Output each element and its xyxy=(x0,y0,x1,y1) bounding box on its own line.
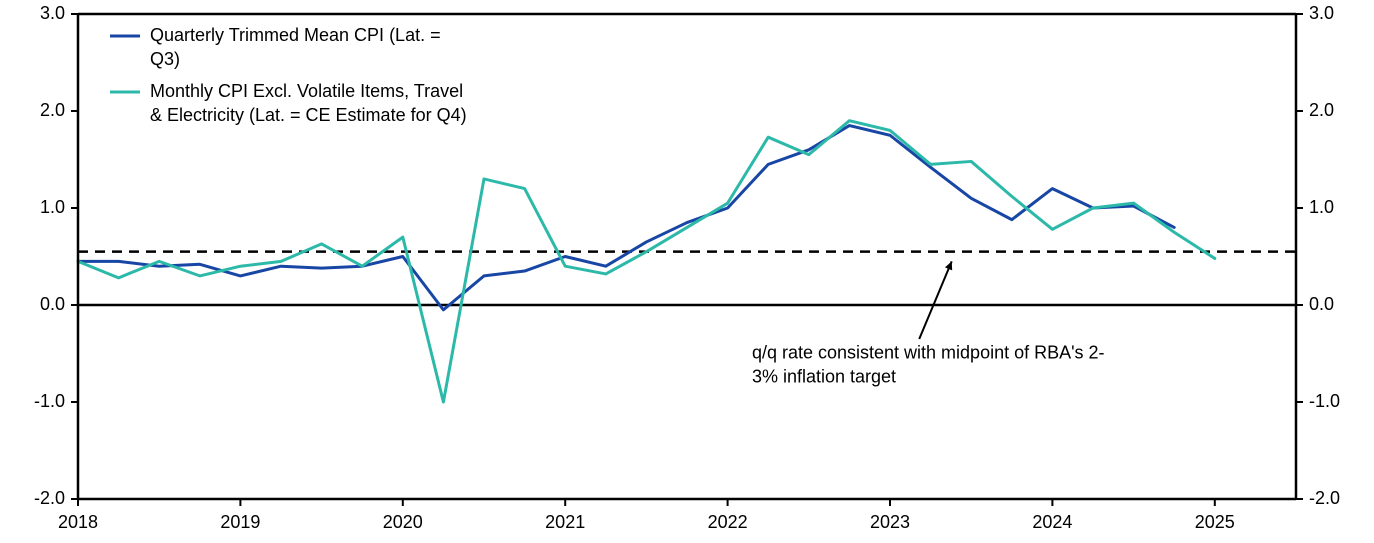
chart-svg: -2.0 -2.0 -1.0 -1.0 0.0 0.0 1.0 1.0 2.0 2.0 3.0 3.0… xyxy=(0,0,1374,543)
x-tick-label: 2018 xyxy=(58,512,98,532)
y-tick-label-right: -1.0 xyxy=(1309,391,1340,411)
legend-label-monthly_excl-line2: & Electricity (Lat. = CE Estimate for Q4… xyxy=(150,105,467,125)
y-tick-label-left: 0.0 xyxy=(40,294,65,314)
legend-label-monthly_excl-line1: Monthly CPI Excl. Volatile Items, Travel xyxy=(150,81,463,101)
x-tick-label: 2021 xyxy=(545,512,585,532)
x-tick-label: 2024 xyxy=(1032,512,1072,532)
annotation-arrow-line xyxy=(919,261,951,339)
y-tick-label-right: 2.0 xyxy=(1309,100,1334,120)
annotation-text-line1: q/q rate consistent with midpoint of RBA… xyxy=(752,342,1105,362)
legend-label-trimmed_mean-line2: Q3) xyxy=(150,49,180,69)
y-tick-label-left: -1.0 xyxy=(34,391,65,411)
y-tick-label-right: -2.0 xyxy=(1309,488,1340,508)
x-tick-label: 2019 xyxy=(220,512,260,532)
y-tick-label-left: 1.0 xyxy=(40,197,65,217)
series-trimmed_mean xyxy=(78,126,1174,310)
x-tick-label: 2020 xyxy=(383,512,423,532)
y-tick-label-right: 3.0 xyxy=(1309,3,1334,23)
y-tick-label-left: 2.0 xyxy=(40,100,65,120)
x-tick-label: 2022 xyxy=(708,512,748,532)
y-tick-label-right: 0.0 xyxy=(1309,294,1334,314)
y-tick-label-left: 3.0 xyxy=(40,3,65,23)
x-tick-label: 2023 xyxy=(870,512,910,532)
cpi-line-chart: -2.0 -2.0 -1.0 -1.0 0.0 0.0 1.0 1.0 2.0 2.0 3.0 3.0… xyxy=(0,0,1374,543)
y-tick-label-right: 1.0 xyxy=(1309,197,1334,217)
legend-label-trimmed_mean-line1: Quarterly Trimmed Mean CPI (Lat. = xyxy=(150,25,441,45)
y-tick-label-left: -2.0 xyxy=(34,488,65,508)
annotation-text-line2: 3% inflation target xyxy=(752,367,896,387)
x-tick-label: 2025 xyxy=(1195,512,1235,532)
